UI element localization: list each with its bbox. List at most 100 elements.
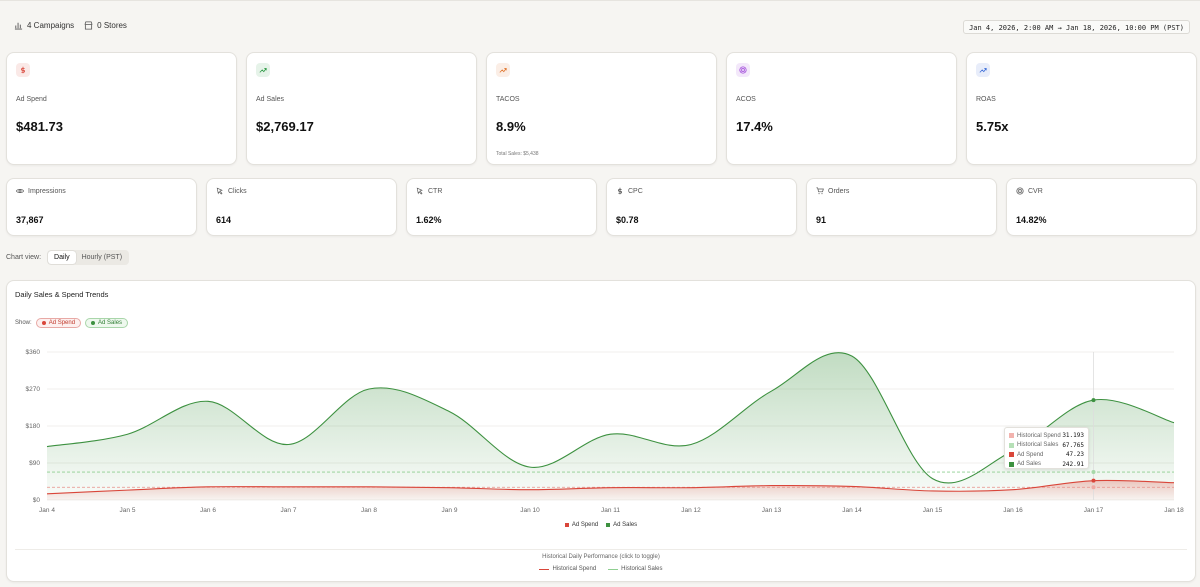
tooltip-row: Ad Sales 242.91 <box>1009 460 1084 470</box>
kpi-card-ad-sales: Ad Sales $2,769.17 <box>246 52 477 165</box>
kpi-label: ROAS <box>976 96 996 103</box>
toggle-historical-spend[interactable]: Historical Spend <box>539 566 596 572</box>
ad-sales-area <box>47 352 1174 500</box>
target-icon <box>1016 187 1024 195</box>
chart-legend: Ad Spend Ad Sales <box>7 522 1195 528</box>
x-tick-label: Jan 13 <box>762 507 782 514</box>
historical-spend-point <box>1091 485 1096 490</box>
metric-label: CTR <box>428 187 443 195</box>
tooltip-row: Historical Spend 31.193 <box>1009 431 1084 441</box>
kpi-card-ad-spend: Ad Spend $481.73 <box>6 52 237 165</box>
metric-card-clicks: Clicks 614 <box>206 178 397 236</box>
cart-icon <box>816 187 824 195</box>
y-tick-label: $360 <box>26 349 41 356</box>
metric-value: 614 <box>216 215 232 225</box>
ad-sales-line <box>46 352 1175 484</box>
chart-view-toggle: Daily Hourly (PST) <box>47 250 130 265</box>
x-tick-label: Jan 18 <box>1164 507 1184 514</box>
metric-value: 37,867 <box>16 215 44 225</box>
historical-title: Historical Daily Performance (click to t… <box>542 554 660 560</box>
historical-sales-point <box>1091 470 1096 475</box>
x-tick-label: Jan 7 <box>281 507 297 514</box>
x-tick-label: Jan 15 <box>923 507 943 514</box>
dollar-icon <box>16 63 30 77</box>
kpi-card-acos: ACOS 17.4% <box>726 52 957 165</box>
date-range-picker[interactable]: Jan 4, 2026, 2:00 AM → Jan 18, 2026, 10:… <box>963 20 1190 34</box>
kpi-label: TACOS <box>496 96 520 103</box>
chart-tooltip: Historical Spend 31.193 Historical Sales 67… <box>1004 427 1089 469</box>
kpi-value: 8.9% <box>496 119 526 134</box>
dollar-icon <box>618 187 622 195</box>
x-tick-label: Jan 17 <box>1084 507 1104 514</box>
metric-value: 91 <box>816 215 827 225</box>
y-tick-label: $90 <box>29 460 40 467</box>
metric-card-impressions: Impressions 37,867 <box>6 178 197 236</box>
x-tick-label: Jan 11 <box>601 507 620 514</box>
top-bar: 4 Campaigns 0 Stores Jan 4, 2026, 2:00 A… <box>0 0 1200 50</box>
ad-spend-line <box>46 479 1175 495</box>
x-tick-label: Jan 16 <box>1003 507 1023 514</box>
toggle-ad-spend[interactable]: Ad Spend <box>35 318 82 328</box>
kpi-value: $481.73 <box>16 119 63 134</box>
x-tick-label: Jan 9 <box>442 507 458 514</box>
metric-card-orders: Orders 91 <box>806 178 997 236</box>
daily-view-button[interactable]: Daily <box>48 251 76 264</box>
kpi-value: $2,769.17 <box>256 119 314 134</box>
chart-view-selector: Chart view: Daily Hourly (PST) <box>6 250 130 265</box>
hourly-view-button[interactable]: Hourly (PST) <box>76 251 128 264</box>
campaigns-count[interactable]: 4 Campaigns <box>14 21 74 30</box>
ad-sales-point <box>1091 398 1096 403</box>
metric-label: Impressions <box>28 187 66 195</box>
y-tick-label: $0 <box>33 497 41 504</box>
target-icon <box>736 63 750 77</box>
tooltip-row: Ad Spend 47.23 <box>1009 450 1084 460</box>
ad-spend-point <box>1091 478 1096 483</box>
x-tick-label: Jan 12 <box>681 507 701 514</box>
toggle-historical-sales[interactable]: Historical Sales <box>608 566 663 572</box>
kpi-value: 5.75x <box>976 119 1009 134</box>
store-icon <box>84 21 93 30</box>
x-tick-label: Jan 8 <box>361 507 377 514</box>
stores-count[interactable]: 0 Stores <box>84 21 127 30</box>
trend-up-icon <box>256 63 270 77</box>
metric-value: 1.62% <box>416 215 442 225</box>
metric-value: 14.82% <box>1016 215 1047 225</box>
x-tick-label: Jan 4 <box>39 507 55 514</box>
x-tick-label: Jan 10 <box>520 507 540 514</box>
x-tick-label: Jan 14 <box>842 507 862 514</box>
chart-title: Daily Sales & Spend Trends <box>15 290 109 299</box>
metric-card-cpc: CPC $0.78 <box>606 178 797 236</box>
x-tick-label: Jan 6 <box>200 507 216 514</box>
series-toggles: Show: Ad Spend Ad Sales <box>15 318 129 328</box>
legend-ad-spend[interactable]: Ad Spend <box>564 522 598 528</box>
sales-spend-chart-card: Daily Sales & Spend Trends Show: Ad Spen… <box>6 280 1196 582</box>
metric-label: CPC <box>628 187 643 195</box>
metric-label: Clicks <box>228 187 247 195</box>
tooltip-row: Historical Sales 67.765 <box>1009 441 1084 451</box>
metric-card-ctr: CTR 1.62% <box>406 178 597 236</box>
cursor-icon <box>216 187 223 195</box>
toggle-ad-sales[interactable]: Ad Sales <box>85 318 129 328</box>
metric-label: Orders <box>828 187 850 195</box>
divider <box>15 549 1187 550</box>
cursor-icon <box>416 187 423 195</box>
eye-icon <box>16 188 24 194</box>
kpi-value: 17.4% <box>736 119 773 134</box>
trend-chart[interactable]: $0 $90 $180 $270 $360 Jan 4 Jan 5 Jan 6 Jan 7 Jan… <box>7 281 1197 583</box>
kpi-subtext: Total Sales: $5,438 <box>496 151 539 157</box>
y-tick-label: $270 <box>26 386 41 393</box>
metric-value: $0.78 <box>616 215 639 225</box>
metric-label: CVR <box>1028 187 1043 195</box>
kpi-card-tacos: TACOS 8.9% Total Sales: $5,438 <box>486 52 717 165</box>
ad-spend-area <box>47 480 1174 500</box>
kpi-label: Ad Spend <box>16 96 47 103</box>
metric-card-cvr: CVR 14.82% <box>1006 178 1197 236</box>
kpi-card-roas: ROAS 5.75x <box>966 52 1197 165</box>
kpi-label: ACOS <box>736 96 756 103</box>
y-tick-label: $180 <box>26 423 41 430</box>
legend-ad-sales[interactable]: Ad Sales <box>606 522 637 528</box>
kpi-label: Ad Sales <box>256 96 285 103</box>
trend-up-icon <box>976 63 990 77</box>
bar-chart-icon <box>14 22 23 30</box>
x-tick-label: Jan 5 <box>120 507 136 514</box>
